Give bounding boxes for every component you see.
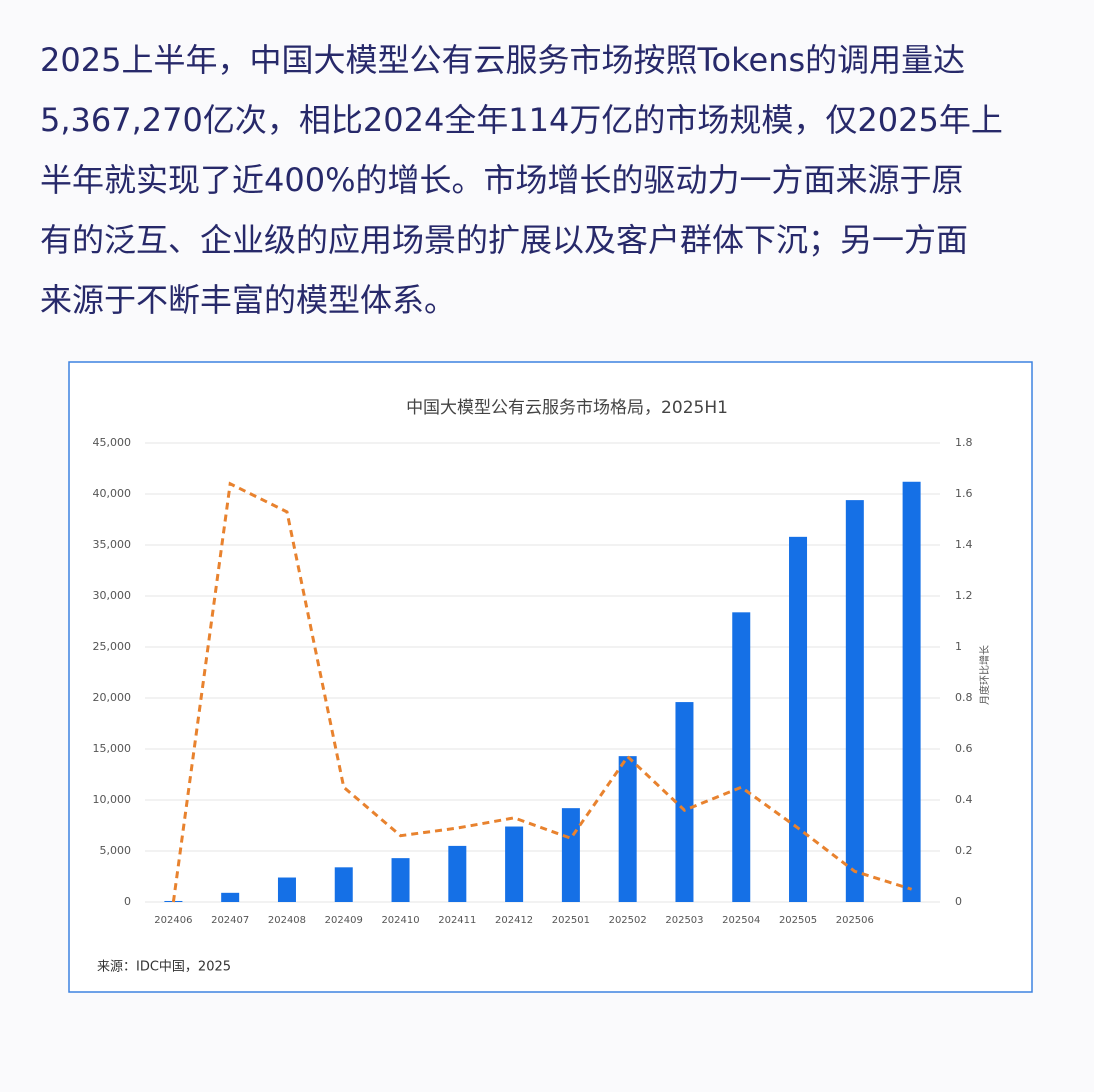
text-line: 2025上半年，中国大模型公有云服务市场按照Tokens的调用量达 (40, 41, 966, 79)
y-tick-label: 15,000 (93, 742, 132, 755)
bar (845, 500, 864, 902)
y-tick-label: 10,000 (93, 793, 132, 806)
bar (732, 612, 751, 902)
y-tick-label: 20,000 (93, 691, 132, 704)
y2-tick-label: 1.6 (955, 487, 973, 500)
bar (902, 481, 921, 902)
text-line: 有的泛互、企业级的应用场景的扩展以及客户群体下沉；另一方面 (40, 221, 969, 259)
x-tick-label: 202504 (722, 915, 760, 926)
y2-tick-label: 1.4 (955, 538, 973, 551)
text-line: 半年就实现了近400%的增长。市场增长的驱动力一方面来源于原 (40, 161, 964, 199)
y2-tick-label: 0.6 (955, 742, 973, 755)
line (171, 481, 913, 903)
x-tick-label: 202502 (609, 915, 647, 926)
y2-axis-label: 月度环比增长 (978, 645, 991, 705)
y2-tick-label: 1.2 (955, 589, 973, 602)
y-tick-label: 35,000 (93, 538, 132, 551)
bar (675, 702, 694, 902)
bar (277, 877, 296, 902)
x-tick-label: 202408 (268, 915, 306, 926)
y2-tick-label: 1 (955, 640, 962, 653)
paragraph: 2025上半年，中国大模型公有云服务市场按照Tokens的调用量达 5,367,2… (40, 30, 1003, 330)
bar (334, 867, 353, 902)
x-tick-label: 202411 (438, 915, 476, 926)
x-tick-label: 202409 (325, 915, 363, 926)
bar (789, 536, 808, 902)
source: 来源：IDC中国，2025 (97, 960, 231, 975)
y2-tick-label: 0.8 (955, 691, 973, 704)
bar (448, 845, 467, 902)
bar (618, 756, 637, 902)
x-tick-label: 202503 (665, 915, 703, 926)
bar (221, 892, 240, 902)
y2-tick-label: 1.8 (955, 436, 973, 449)
x-tick-label: 202407 (211, 915, 249, 926)
y-tick-label: 5,000 (100, 844, 132, 857)
bar (391, 858, 410, 902)
chart-title: 中国大模型公有云服务市场格局，2025H1 (406, 398, 728, 418)
x-tick-label: 202412 (495, 915, 533, 926)
y-tick-label: 25,000 (93, 640, 132, 653)
y2-tick-label: 0.4 (955, 793, 973, 806)
x-tick-label: 202410 (381, 915, 419, 926)
bar (561, 808, 580, 902)
y2-tick-label: 0.2 (955, 844, 973, 857)
x-tick-label: 202501 (552, 915, 590, 926)
y2-tick-label: 0 (955, 895, 962, 908)
y-tick-label: 0 (124, 895, 131, 908)
x-tick-label: 202506 (836, 915, 874, 926)
x-tick-label: 202505 (779, 915, 817, 926)
y-tick-label: 40,000 (93, 487, 132, 500)
y-tick-label: 30,000 (93, 589, 132, 602)
text-line: 5,367,270亿次，相比2024全年114万亿的市场规模，仅2025年上 (40, 101, 1003, 139)
chart-frame (68, 361, 1033, 993)
y-tick-label: 45,000 (93, 436, 132, 449)
text-line: 来源于不断丰富的模型体系。 (40, 281, 457, 319)
x-tick-label: 202406 (154, 915, 192, 926)
bar (505, 826, 524, 902)
